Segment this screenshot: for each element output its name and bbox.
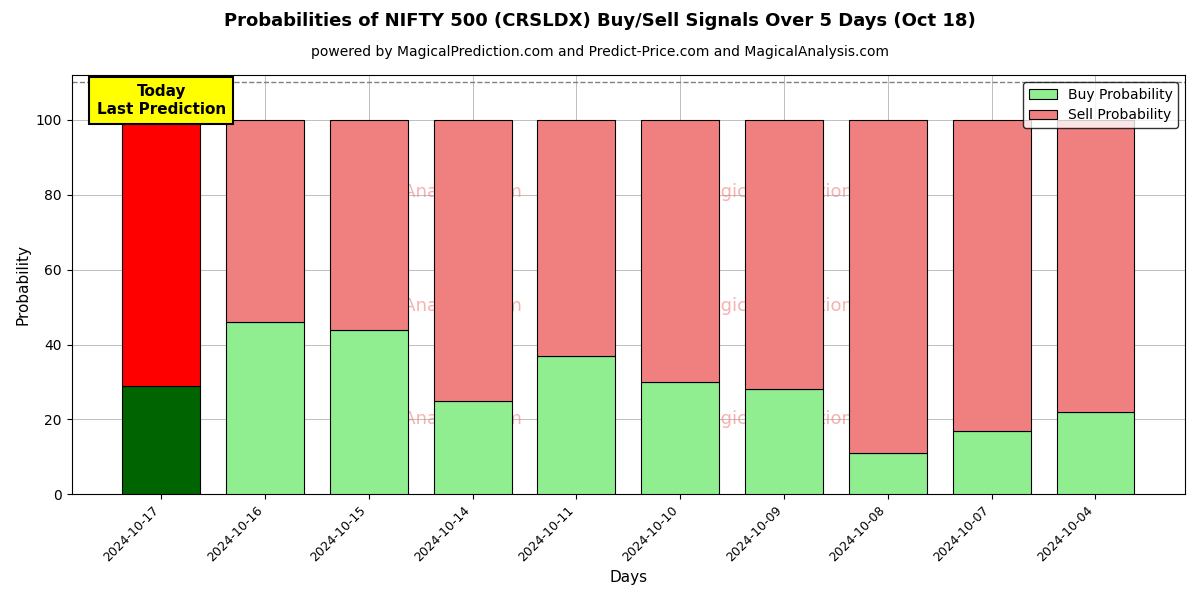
Text: MagicalAnalysis.com: MagicalAnalysis.com [334,410,522,428]
Bar [122,386,200,494]
Bar [538,356,616,494]
Bar [226,120,304,322]
Bar [122,120,200,386]
Text: Today
Last Prediction: Today Last Prediction [96,85,226,117]
Bar [745,120,823,389]
Bar [953,120,1031,431]
Bar [953,431,1031,494]
Bar [538,120,616,356]
Bar [433,401,511,494]
Bar [226,322,304,494]
Bar [1056,120,1134,412]
Bar [641,120,719,382]
Y-axis label: Probability: Probability [16,244,30,325]
Legend: Buy Probability, Sell Probability: Buy Probability, Sell Probability [1024,82,1178,128]
Bar [641,382,719,494]
Bar [1056,412,1134,494]
Bar [330,120,408,329]
Bar [745,389,823,494]
Text: Probabilities of NIFTY 500 (CRSLDX) Buy/Sell Signals Over 5 Days (Oct 18): Probabilities of NIFTY 500 (CRSLDX) Buy/… [224,12,976,30]
X-axis label: Days: Days [610,570,647,585]
Bar [433,120,511,401]
Text: MagicalPrediction.com: MagicalPrediction.com [694,410,896,428]
Bar [848,453,926,494]
Text: MagicalAnalysis.com: MagicalAnalysis.com [334,296,522,314]
Bar [330,329,408,494]
Text: MagicalPrediction.com: MagicalPrediction.com [694,184,896,202]
Text: powered by MagicalPrediction.com and Predict-Price.com and MagicalAnalysis.com: powered by MagicalPrediction.com and Pre… [311,45,889,59]
Text: MagicalAnalysis.com: MagicalAnalysis.com [334,184,522,202]
Bar [848,120,926,453]
Text: MagicalPrediction.com: MagicalPrediction.com [694,296,896,314]
